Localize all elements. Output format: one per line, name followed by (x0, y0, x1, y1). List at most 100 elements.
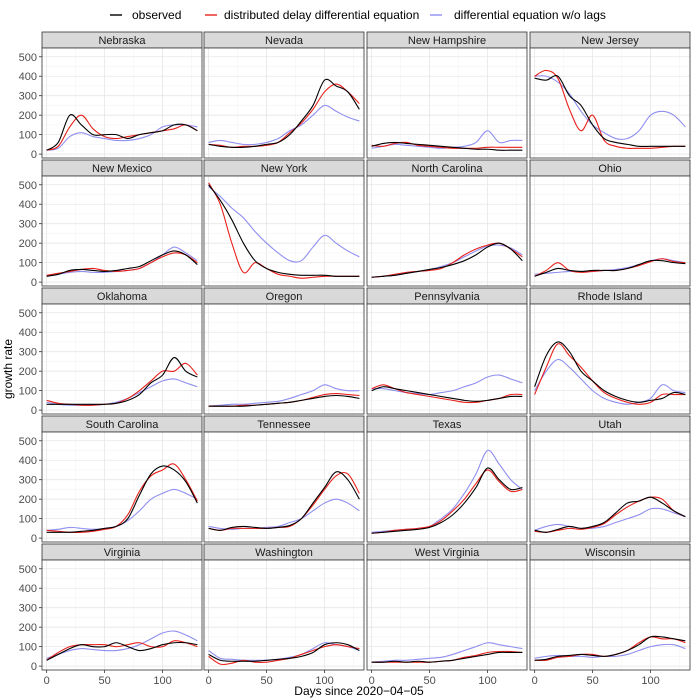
y-tick-label: 0 (31, 149, 37, 161)
y-tick-label: 300 (19, 347, 37, 359)
series-line-distributed-delay-differential-equation (46, 114, 198, 151)
panel-border (41, 559, 203, 671)
panel-title: Rhode Island (578, 291, 643, 303)
x-tick-label: 0 (206, 675, 212, 687)
y-tick-label: 100 (19, 258, 37, 270)
series-line-distributed-delay-differential-equation (534, 69, 686, 149)
y-tick-label: 300 (19, 91, 37, 103)
panel-border (203, 47, 365, 159)
x-tick-label: 50 (586, 675, 598, 687)
panel-title: New York (261, 163, 308, 175)
panel-title: New Mexico (92, 163, 152, 175)
series-line-observed (46, 356, 198, 405)
y-tick-label: 200 (19, 366, 37, 378)
y-tick-label: 300 (19, 603, 37, 615)
series-line-observed (371, 651, 523, 663)
panel-washington: Washington 0 50 100 (203, 543, 365, 687)
panel-wisconsin: Wisconsin 0 50 100 (529, 543, 691, 687)
y-tick-label: 400 (19, 199, 37, 211)
panel-border (529, 431, 691, 543)
panel-title: Virginia (104, 547, 141, 559)
x-tick-label: 100 (153, 675, 171, 687)
panel-title: Oklahoma (97, 291, 148, 303)
panel-border (366, 431, 528, 543)
y-tick-label: 100 (19, 514, 37, 526)
y-tick-label: 500 (19, 52, 37, 64)
y-tick-label: 100 (19, 642, 37, 654)
panel-title: Washington (255, 547, 313, 559)
panel-title: New Jersey (581, 35, 639, 47)
panel-border (203, 559, 365, 671)
panel-border (41, 431, 203, 543)
legend-label-distributed-delay: distributed delay differential equation (224, 8, 419, 22)
panel-title: Nebraska (98, 35, 146, 47)
series-line-differential-equation-w-o-lags (208, 104, 360, 146)
panel-border (366, 559, 528, 671)
series-line-differential-equation-w-o-lags (371, 642, 523, 663)
panel-south-carolina: South Carolina 0 100 200 300 400 500 (19, 415, 203, 545)
series-line-distributed-delay-differential-equation (208, 471, 360, 531)
series-line-observed (534, 635, 686, 661)
panel-plot-area (42, 432, 202, 542)
series-line-differential-equation-w-o-lags (534, 507, 686, 531)
panel-title: Pennsylvania (414, 291, 480, 303)
y-tick-label: 200 (19, 110, 37, 122)
series-line-distributed-delay-differential-equation (371, 141, 523, 149)
series-line-observed (208, 184, 360, 277)
panel-pennsylvania: Pennsylvania (366, 287, 528, 415)
panel-title: Oregon (266, 291, 303, 303)
panel-virginia: Virginia 0 100 200 300 400 500 0 50 100 (19, 543, 203, 687)
series-line-observed (46, 641, 198, 661)
series-line-observed (208, 471, 360, 531)
panel-title: Ohio (598, 163, 621, 175)
x-tick-label: 0 (532, 675, 538, 687)
x-tick-label: 100 (315, 675, 333, 687)
legend: observed distributed delay differential … (110, 8, 606, 22)
y-axis-title: growth rate (1, 339, 15, 399)
panel-plot-area (204, 304, 364, 414)
panel-plot-area (367, 432, 527, 542)
panel-border (41, 175, 203, 287)
panel-plot-area (530, 432, 690, 542)
series-line-distributed-delay-differential-equation (534, 496, 686, 533)
x-tick-label: 50 (423, 675, 435, 687)
x-tick-label: 0 (44, 675, 50, 687)
panel-plot-area (204, 432, 364, 542)
series-line-observed (371, 242, 523, 278)
panel-tennessee: Tennessee (203, 415, 365, 543)
panel-new-york: New York (203, 159, 365, 287)
x-axis-title: Days since 2020−04−05 (294, 684, 424, 698)
series-line-distributed-delay-differential-equation (534, 343, 686, 405)
series-line-differential-equation-w-o-lags (534, 643, 686, 659)
panel-title: Nevada (265, 35, 304, 47)
y-tick-label: 0 (31, 661, 37, 673)
panel-title: Texas (433, 419, 462, 431)
panel-plot-area (42, 304, 202, 414)
y-tick-label: 500 (19, 308, 37, 320)
y-tick-label: 200 (19, 622, 37, 634)
panel-border (203, 175, 365, 287)
panel-nevada: Nevada (203, 31, 365, 159)
panel-plot-area (204, 560, 364, 670)
x-tick-label: 100 (478, 675, 496, 687)
series-line-observed (534, 75, 686, 148)
series-line-differential-equation-w-o-lags (208, 498, 360, 530)
series-line-observed (534, 341, 686, 403)
x-tick-label: 50 (98, 675, 110, 687)
y-tick-label: 500 (19, 180, 37, 192)
panel-rhode-island: Rhode Island (529, 287, 691, 415)
panel-oklahoma: Oklahoma 0 100 200 300 400 500 (19, 287, 203, 417)
x-tick-label: 0 (369, 675, 375, 687)
y-tick-label: 200 (19, 494, 37, 506)
panel-plot-area (42, 560, 202, 670)
panel-border (366, 175, 528, 287)
y-tick-label: 400 (19, 327, 37, 339)
y-tick-label: 0 (31, 533, 37, 545)
y-tick-label: 500 (19, 436, 37, 448)
series-line-distributed-delay-differential-equation (371, 469, 523, 534)
panel-plot-area (367, 560, 527, 670)
panel-border (529, 175, 691, 287)
series-line-distributed-delay-differential-equation (46, 252, 198, 276)
y-tick-label: 0 (31, 405, 37, 417)
series-line-differential-equation-w-o-lags (46, 378, 198, 406)
